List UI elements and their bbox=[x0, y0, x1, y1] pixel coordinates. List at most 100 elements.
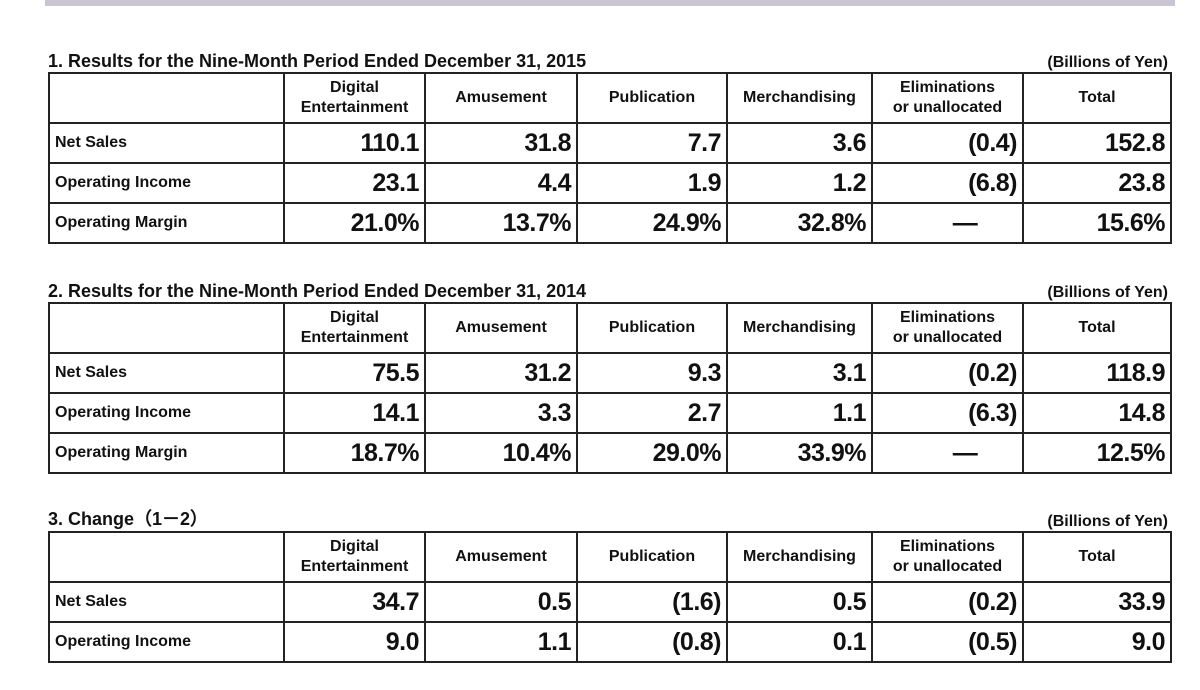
table-cell: 23.8 bbox=[1022, 162, 1172, 204]
header-merchandising: Merchandising bbox=[726, 302, 873, 354]
section-header: 1. Results for the Nine-Month Period End… bbox=[48, 50, 1170, 72]
table-cell: 118.9 bbox=[1022, 352, 1172, 394]
table-cell: (6.8) bbox=[871, 162, 1024, 204]
row-label: Net Sales bbox=[48, 352, 285, 394]
table-cell: 0.5 bbox=[424, 581, 578, 623]
header-amusement: Amusement bbox=[424, 302, 578, 354]
table-cell: 10.4% bbox=[424, 432, 578, 474]
table-row: Net Sales 75.5 31.2 9.3 3.1 (0.2) 118.9 bbox=[48, 352, 1172, 394]
table-cell: 3.6 bbox=[726, 122, 873, 164]
table-row: Net Sales 34.7 0.5 (1.6) 0.5 (0.2) 33.9 bbox=[48, 581, 1172, 623]
row-label: Net Sales bbox=[48, 581, 285, 623]
header-total: Total bbox=[1022, 72, 1172, 124]
header-row: Digital Entertainment Amusement Publicati… bbox=[48, 302, 1172, 354]
unit-label: (Billions of Yen) bbox=[1047, 54, 1168, 71]
unit-label: (Billions of Yen) bbox=[1047, 513, 1168, 530]
table-cell: — bbox=[871, 202, 1024, 244]
header-amusement: Amusement bbox=[424, 531, 578, 583]
header-merchandising: Merchandising bbox=[726, 72, 873, 124]
results-table: Digital Entertainment Amusement Publicati… bbox=[48, 72, 1172, 244]
results-section-1: 1. Results for the Nine-Month Period End… bbox=[48, 50, 1172, 244]
table-cell: 15.6% bbox=[1022, 202, 1172, 244]
section-header: 2. Results for the Nine-Month Period End… bbox=[48, 280, 1170, 302]
table-cell: 9.3 bbox=[576, 352, 728, 394]
header-row: Digital Entertainment Amusement Publicati… bbox=[48, 531, 1172, 583]
results-section-2: 2. Results for the Nine-Month Period End… bbox=[48, 280, 1172, 474]
table-cell: 1.2 bbox=[726, 162, 873, 204]
row-label: Operating Margin bbox=[48, 202, 285, 244]
header-total: Total bbox=[1022, 302, 1172, 354]
row-label: Operating Income bbox=[48, 621, 285, 663]
header-blank bbox=[48, 72, 285, 124]
header-eliminations: Eliminations or unallocated bbox=[871, 72, 1024, 124]
table-cell: 152.8 bbox=[1022, 122, 1172, 164]
top-divider-bar bbox=[45, 0, 1175, 6]
table-cell: (6.3) bbox=[871, 392, 1024, 434]
header-publication: Publication bbox=[576, 302, 728, 354]
table-cell: 75.5 bbox=[283, 352, 426, 394]
row-label: Operating Income bbox=[48, 392, 285, 434]
table-cell: 9.0 bbox=[283, 621, 426, 663]
table-cell: 14.1 bbox=[283, 392, 426, 434]
table-cell: 31.8 bbox=[424, 122, 578, 164]
table-cell: 32.8% bbox=[726, 202, 873, 244]
table-cell: 33.9% bbox=[726, 432, 873, 474]
table-cell: (0.8) bbox=[576, 621, 728, 663]
table-cell: (0.5) bbox=[871, 621, 1024, 663]
table-cell: 21.0% bbox=[283, 202, 426, 244]
section-title: 2. Results for the Nine-Month Period End… bbox=[48, 281, 587, 301]
table-cell: 31.2 bbox=[424, 352, 578, 394]
table-row: Net Sales 110.1 31.8 7.7 3.6 (0.4) 152.8 bbox=[48, 122, 1172, 164]
table-cell: 33.9 bbox=[1022, 581, 1172, 623]
table-cell: 12.5% bbox=[1022, 432, 1172, 474]
table-cell: (0.4) bbox=[871, 122, 1024, 164]
header-eliminations: Eliminations or unallocated bbox=[871, 531, 1024, 583]
row-label: Operating Margin bbox=[48, 432, 285, 474]
table-cell: 13.7% bbox=[424, 202, 578, 244]
header-digital-entertainment: Digital Entertainment bbox=[283, 72, 426, 124]
table-cell: 1.1 bbox=[424, 621, 578, 663]
header-blank bbox=[48, 302, 285, 354]
table-cell: 34.7 bbox=[283, 581, 426, 623]
results-table: Digital Entertainment Amusement Publicati… bbox=[48, 531, 1172, 663]
table-row: Operating Income 9.0 1.1 (0.8) 0.1 (0.5) 9.0 bbox=[48, 621, 1172, 663]
results-table: Digital Entertainment Amusement Publicati… bbox=[48, 302, 1172, 474]
header-publication: Publication bbox=[576, 531, 728, 583]
results-section-3: 3. Change（1－2） (Billions of Yen) Digital… bbox=[48, 509, 1172, 663]
table-cell: 24.9% bbox=[576, 202, 728, 244]
section-header: 3. Change（1－2） (Billions of Yen) bbox=[48, 509, 1170, 531]
table-row: Operating Margin 18.7% 10.4% 29.0% 33.9% —12.… bbox=[48, 432, 1172, 474]
row-label: Net Sales bbox=[48, 122, 285, 164]
table-cell: 110.1 bbox=[283, 122, 426, 164]
header-eliminations: Eliminations or unallocated bbox=[871, 302, 1024, 354]
table-cell: (0.2) bbox=[871, 581, 1024, 623]
table-row: Operating Income 14.1 3.3 2.7 1.1 (6.3) 14.8 bbox=[48, 392, 1172, 434]
header-merchandising: Merchandising bbox=[726, 531, 873, 583]
header-digital-entertainment: Digital Entertainment bbox=[283, 302, 426, 354]
table-cell: (0.2) bbox=[871, 352, 1024, 394]
table-cell: 4.4 bbox=[424, 162, 578, 204]
header-digital-entertainment: Digital Entertainment bbox=[283, 531, 426, 583]
table-cell: — bbox=[871, 432, 1024, 474]
table-row: Operating Margin 21.0% 13.7% 24.9% 32.8% —15.… bbox=[48, 202, 1172, 244]
unit-label: (Billions of Yen) bbox=[1047, 284, 1168, 301]
table-cell: 23.1 bbox=[283, 162, 426, 204]
table-cell: 14.8 bbox=[1022, 392, 1172, 434]
row-label: Operating Income bbox=[48, 162, 285, 204]
table-cell: 7.7 bbox=[576, 122, 728, 164]
header-amusement: Amusement bbox=[424, 72, 578, 124]
header-blank bbox=[48, 531, 285, 583]
header-row: Digital Entertainment Amusement Publicati… bbox=[48, 72, 1172, 124]
table-cell: 3.1 bbox=[726, 352, 873, 394]
table-cell: 0.5 bbox=[726, 581, 873, 623]
table-cell: 2.7 bbox=[576, 392, 728, 434]
table-cell: 1.1 bbox=[726, 392, 873, 434]
table-row: Operating Income 23.1 4.4 1.9 1.2 (6.8) 23.8 bbox=[48, 162, 1172, 204]
table-cell: (1.6) bbox=[576, 581, 728, 623]
table-cell: 1.9 bbox=[576, 162, 728, 204]
table-cell: 3.3 bbox=[424, 392, 578, 434]
table-cell: 9.0 bbox=[1022, 621, 1172, 663]
header-publication: Publication bbox=[576, 72, 728, 124]
section-title: 1. Results for the Nine-Month Period End… bbox=[48, 51, 587, 71]
table-cell: 29.0% bbox=[576, 432, 728, 474]
